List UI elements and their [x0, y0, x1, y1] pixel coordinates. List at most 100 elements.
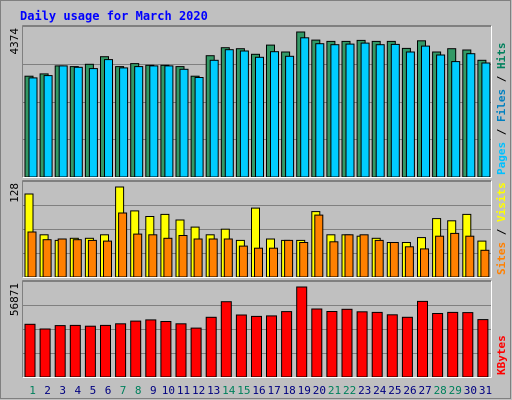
- kbytes-bar: [326, 311, 338, 378]
- sites-bar: [314, 214, 324, 278]
- sites-bar: [450, 232, 460, 278]
- files-bar: [285, 55, 295, 178]
- kbytes-bar: [401, 316, 413, 378]
- files-bar: [466, 53, 476, 178]
- files-bar: [239, 50, 249, 178]
- files-bar: [360, 42, 370, 178]
- sites-bar: [148, 234, 158, 278]
- x-tick-label: 3: [59, 384, 66, 397]
- kbytes-bar: [447, 311, 459, 378]
- sites-bar: [480, 249, 490, 278]
- x-tick-label: 14: [222, 384, 236, 397]
- kbytes-bar: [54, 325, 66, 378]
- sites-bar: [329, 241, 339, 278]
- files-bar: [179, 68, 189, 178]
- x-tick-label: 13: [207, 384, 220, 397]
- files-bar: [119, 67, 129, 178]
- sites-bar: [57, 238, 67, 278]
- x-tick-label: 25: [388, 384, 401, 397]
- sites-bar: [389, 242, 399, 278]
- files-bar: [436, 54, 446, 178]
- kbytes-bar: [160, 321, 172, 378]
- x-tick-label: 2: [44, 384, 51, 397]
- y-max-label: 4374: [8, 28, 21, 55]
- files-bar: [255, 56, 264, 178]
- kbytes-bar: [281, 311, 293, 378]
- files-bar: [58, 65, 68, 178]
- sites-bar: [269, 247, 278, 278]
- sites-bar: [344, 234, 354, 278]
- sites-bar: [284, 239, 294, 278]
- x-tick-label: 8: [135, 384, 142, 397]
- x-tick-label: 22: [343, 384, 356, 397]
- y-max-label: 56871: [8, 283, 21, 316]
- x-tick-label: 7: [120, 384, 127, 397]
- files-bar: [164, 65, 174, 178]
- files-bar: [28, 77, 38, 178]
- x-tick-label: 19: [298, 384, 311, 397]
- kbytes-bar: [386, 314, 398, 378]
- x-tick-label: 9: [150, 384, 157, 397]
- sites-bar: [238, 245, 248, 278]
- series-legend-label: KBytes: [495, 335, 508, 375]
- sites-bar: [42, 239, 52, 278]
- kbytes-bar: [296, 286, 308, 378]
- x-tick-label: 31: [479, 384, 492, 397]
- panel-middle: 128 Sites / Visits: [8, 180, 508, 278]
- sites-bar: [299, 242, 309, 278]
- kbytes-bar: [205, 316, 217, 378]
- x-tick-label: 30: [464, 384, 477, 397]
- files-bar: [149, 65, 159, 178]
- files-bar: [270, 51, 279, 178]
- legend-separator: /: [495, 69, 508, 89]
- kbytes-bar: [220, 301, 232, 378]
- kbytes-bar: [311, 308, 323, 378]
- sites-bar: [103, 240, 112, 278]
- files-bar: [88, 68, 98, 178]
- series-legend-label: Sites / Visits: [495, 182, 508, 275]
- files-bar: [209, 59, 219, 178]
- files-bar: [315, 43, 325, 178]
- files-bar: [224, 49, 234, 178]
- sites-bar: [118, 212, 128, 278]
- sites-bar: [178, 235, 188, 278]
- legend-sites: Sites: [495, 242, 508, 275]
- files-bar: [375, 44, 385, 178]
- kbytes-bar: [341, 308, 353, 378]
- x-tick-label: 10: [162, 384, 175, 397]
- sites-bar: [87, 239, 97, 278]
- kbytes-bar: [356, 311, 368, 378]
- kbytes-bar: [266, 315, 277, 378]
- x-tick-label: 26: [403, 384, 416, 397]
- kbytes-bar: [130, 320, 142, 378]
- chart-panels: 4374 Pages / Files / Hits 128 Sites / Visit…: [8, 25, 508, 378]
- x-tick-label: 20: [313, 384, 326, 397]
- kbytes-bar: [190, 327, 202, 378]
- sites-bar: [72, 239, 82, 278]
- x-tick-label: 27: [418, 384, 431, 397]
- x-tick-label: 11: [177, 384, 190, 397]
- kbytes-bar: [24, 323, 36, 378]
- files-bar: [104, 59, 113, 178]
- sites-bar: [163, 237, 173, 278]
- sites-bar: [27, 231, 37, 278]
- x-tick-label: 17: [267, 384, 280, 397]
- kbytes-bar: [69, 324, 81, 378]
- legend-separator: /: [495, 122, 508, 142]
- x-tick-label: 12: [192, 384, 205, 397]
- x-tick-label: 18: [283, 384, 296, 397]
- kbytes-bar: [371, 311, 383, 378]
- sites-bar: [435, 235, 445, 278]
- kbytes-bar: [462, 312, 474, 378]
- files-bar: [405, 51, 415, 178]
- files-bar: [421, 45, 430, 178]
- legend-pages: Pages: [495, 142, 508, 175]
- files-bar: [390, 43, 400, 178]
- x-tick-label: 21: [328, 384, 341, 397]
- legend-separator: /: [495, 222, 508, 242]
- sites-bar: [465, 235, 475, 278]
- kbytes-bar: [235, 314, 247, 378]
- y-max-label: 128: [8, 183, 21, 203]
